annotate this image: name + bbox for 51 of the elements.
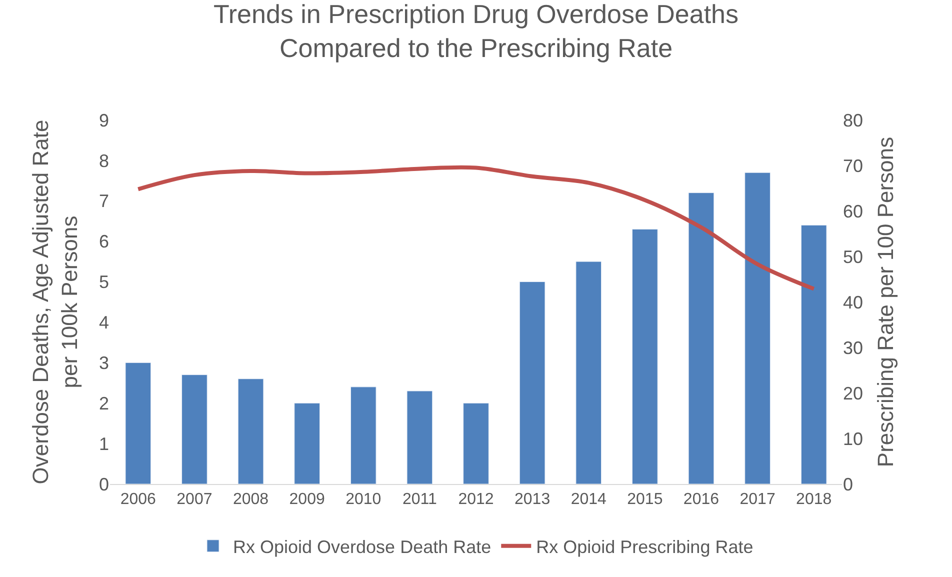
- bar: [576, 261, 602, 484]
- bar: [632, 228, 658, 484]
- y2-tick-label: 60: [843, 201, 864, 222]
- bar: [182, 374, 208, 484]
- legend-label: Rx Opioid Prescribing Rate: [536, 536, 754, 557]
- y2-tick-label: 40: [843, 292, 864, 312]
- bar: [800, 224, 827, 484]
- x-tick-label: 2009: [289, 491, 325, 508]
- legend-label: Rx Opioid Overdose Death Rate: [233, 536, 492, 557]
- x-tick-label: 2011: [402, 491, 437, 508]
- bar: [125, 362, 152, 484]
- y-tick-label: 3: [98, 352, 109, 373]
- y2-tick-label: 0: [843, 474, 854, 494]
- x-tick-label: 2016: [683, 491, 720, 508]
- x-tick-label: 2008: [232, 491, 269, 508]
- y2-axis-title: Prescribing Rate per 100 Persons: [872, 136, 898, 468]
- bar: [238, 378, 264, 484]
- chart-title: Trends in Prescription Drug Overdose Deaths Compared to the Prescribing Rate: [213, 0, 739, 63]
- y2-tick-label: 80: [843, 110, 864, 130]
- line-series: [136, 165, 816, 291]
- bar: [744, 172, 770, 484]
- x-tick-label: 2018: [796, 491, 832, 508]
- x-tick-label: 2015: [627, 491, 663, 508]
- y-tick-label: 2: [98, 393, 109, 414]
- x-tick-label: 2014: [570, 491, 607, 508]
- bar: [294, 402, 320, 484]
- y-tick-label: 9: [98, 110, 109, 130]
- y-tick-label: 4: [98, 312, 109, 333]
- y-tick-label: 0: [98, 474, 109, 494]
- y-tick-label: 5: [98, 272, 109, 292]
- x-tick-label: 2010: [346, 491, 382, 508]
- x-tick-label: 2007: [176, 491, 212, 508]
- bar: [406, 390, 433, 484]
- x-tick-label: 2017: [740, 491, 776, 508]
- x-tick-label: 2006: [120, 491, 156, 508]
- y2-tick-label: 50: [843, 246, 864, 267]
- x-tick-label: 2012: [458, 491, 494, 508]
- y-tick-label: 1: [98, 434, 109, 454]
- y2-tick-label: 10: [843, 428, 864, 449]
- y2-tick-label: 70: [843, 156, 864, 176]
- y2-tick-label: 20: [843, 383, 864, 404]
- bar: [688, 192, 714, 484]
- bar: [463, 402, 489, 484]
- bar: [350, 386, 376, 484]
- y-tick-label: 8: [98, 150, 109, 171]
- y-tick-label: 7: [98, 191, 109, 212]
- x-tick-label: 2013: [514, 491, 550, 508]
- bar: [519, 282, 546, 484]
- y2-tick-label: 30: [843, 338, 864, 358]
- y-tick-label: 6: [98, 232, 109, 252]
- y-axis-title: Overdose Deaths, Age Adjusted Rate per 100k Persons: [28, 120, 82, 484]
